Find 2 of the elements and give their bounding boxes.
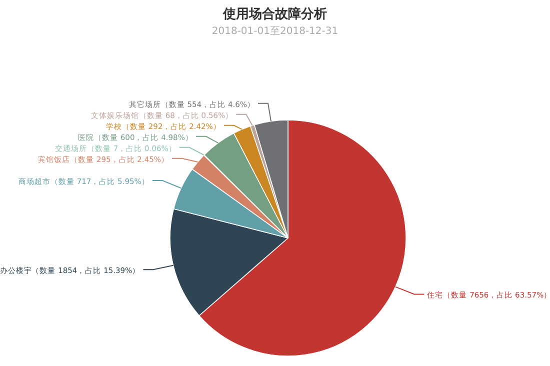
chart-subtitle: 2018-01-01至2018-12-31 [212, 26, 338, 37]
chart-title: 使用场合故障分析 [222, 6, 327, 22]
